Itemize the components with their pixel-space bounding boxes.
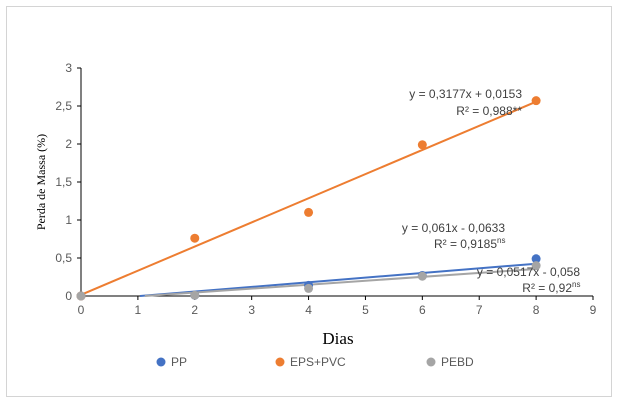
point-pebd [417,271,427,281]
y-tick-label: 1 [65,213,72,227]
trendline-pp [139,262,537,297]
point-eps-pvc [304,207,314,217]
legend-item-eps-pvc: EPS+PVC [275,355,346,369]
x-tick-label: 4 [305,303,312,317]
legend-marker [426,357,436,367]
y-tick-label: 0,5 [55,251,72,265]
x-tick-label: 3 [248,303,255,317]
point-eps-pvc [190,233,200,243]
significance-superscript: ns [497,236,505,245]
trend-equation: y = 0,0517x - 0,058 [477,265,580,279]
r-squared-label: R² = 0,9185 [434,237,497,251]
x-tick-label: 2 [191,303,198,317]
trend-equation: y = 0,061x - 0,0633 [402,221,505,235]
point-pp [531,254,541,264]
chart-frame [6,6,612,397]
point-pebd [304,283,314,293]
legend: PP EPS+PVC PEBD [156,355,474,369]
y-tick-label: 2 [65,137,72,151]
x-tick-label: 1 [135,303,142,317]
y-axis-title: Perda de Massa (%) [34,134,48,230]
y-tick-label: 3 [65,61,72,75]
x-tick-label: 5 [362,303,369,317]
legend-item-pp: PP [156,355,187,369]
tick-labels: 0 1 2 3 4 5 6 7 8 9 0 0,5 1 1,5 2 2,5 3 [55,61,596,317]
trendline-eps-pvc [80,100,537,296]
legend-marker [275,357,285,367]
legend-label: PP [171,355,187,369]
x-tick-label: 7 [476,303,483,317]
significance-superscript: ns [572,280,580,289]
legend-item-pebd: PEBD [426,355,474,369]
legend-marker [156,357,166,367]
x-tick-label: 8 [533,303,540,317]
x-tick-label: 6 [419,303,426,317]
point-eps-pvc [417,140,427,150]
x-tick-label: 9 [590,303,597,317]
point-pebd [531,261,541,271]
point-pebd [190,290,200,300]
x-tick-label: 0 [78,303,85,317]
r-squared-label: R² = 0,92 [522,281,572,295]
y-tick-label: 1,5 [55,175,72,189]
legend-label: EPS+PVC [290,355,346,369]
point-eps-pvc [531,96,541,106]
trendlines [80,100,537,297]
trendline-pebd [144,267,537,297]
y-tick-label: 0 [65,289,72,303]
r-squared-label: R² = 0,988** [456,104,522,118]
x-axis-title: Dias [322,329,353,348]
legend-label: PEBD [441,355,474,369]
y-tick-label: 2,5 [55,99,72,113]
point-pebd [76,291,86,301]
trend-equation: y = 0,3177x + 0,0153 [409,87,522,101]
data-points [76,96,541,301]
